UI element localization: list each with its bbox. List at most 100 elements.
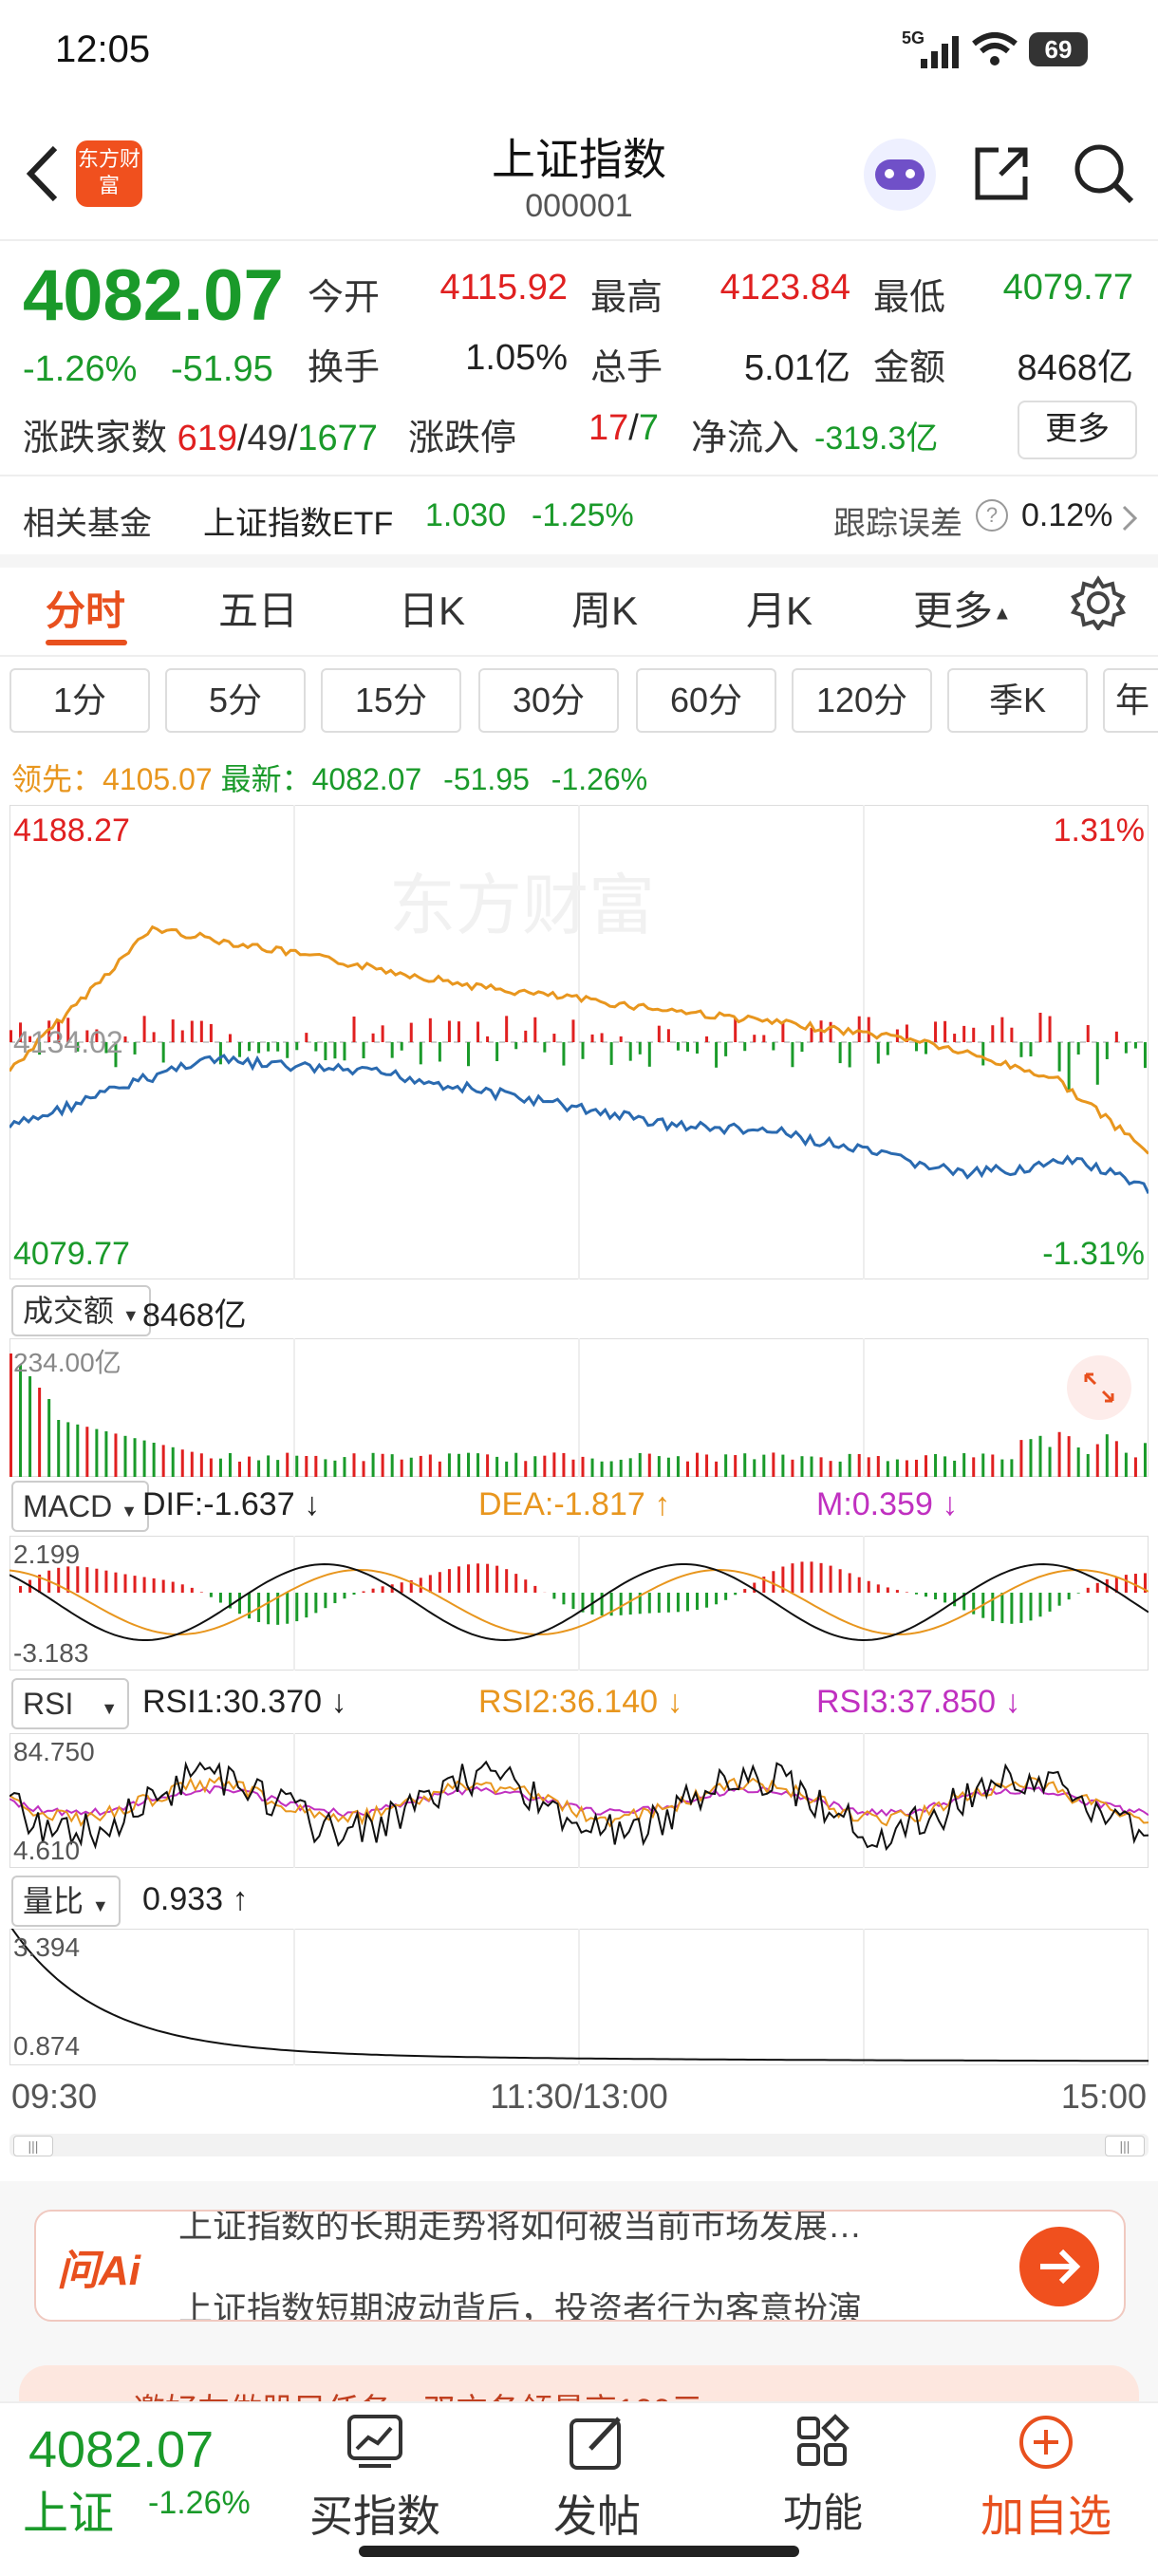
ai-logo: 问Ai — [57, 2236, 140, 2297]
ai-question-2[interactable]: 上证指数短期波动背后，投资者行为客意扮演 — [178, 2282, 862, 2322]
open-label: 今开 — [308, 268, 380, 320]
macd-m: M:0.359 ↓ — [816, 1486, 958, 1523]
limit-up-count: 17 — [588, 408, 628, 448]
settings-gear-icon[interactable] — [1071, 575, 1126, 630]
rsi3-value: RSI3:37.850 — [816, 1684, 996, 1720]
volume-value: 5.01亿 — [700, 338, 850, 390]
buy-index-label: 买指数 — [294, 2482, 456, 2545]
macd-chart — [9, 1536, 1149, 1671]
vr-bottom-label: 0.874 — [13, 2031, 80, 2062]
period-year-k[interactable]: 年 — [1103, 668, 1158, 733]
up-count: 619 — [177, 419, 237, 458]
latest-value: 4082.07 — [312, 762, 422, 796]
volume-indicator-select[interactable]: 成交额 ▼ — [11, 1285, 151, 1336]
ai-question-box[interactable]: 问Ai 上证指数的长期走势将如何被当前市场发展… 上证指数短期波动背后，投资者行… — [34, 2210, 1126, 2322]
lead-label: 领先： — [11, 762, 103, 796]
period-120min[interactable]: 120分 — [792, 668, 932, 733]
chart-icon — [346, 2413, 404, 2472]
rsi1: RSI1:30.370 ↓ — [142, 1684, 346, 1721]
intraday-volume-bars — [9, 1013, 1147, 1092]
max-price-label: 4188.27 — [13, 812, 130, 849]
share-icon[interactable] — [970, 142, 1033, 205]
tabs-divider — [0, 655, 1158, 657]
period-15min[interactable]: 15分 — [321, 668, 461, 733]
ai-go-arrow-icon[interactable] — [1019, 2227, 1099, 2306]
low-value: 4079.77 — [983, 268, 1133, 308]
intraday-change: -51.95 — [443, 762, 530, 796]
add-watchlist-button[interactable]: 加自选 — [961, 2413, 1131, 2545]
rsi-bottom-label: 4.610 — [13, 1836, 80, 1866]
rsi-indicator-select[interactable]: RSI ▼ — [11, 1678, 129, 1729]
limit-down-count: 7 — [639, 408, 659, 448]
volume-ratio-value: 0.933 — [142, 1881, 223, 1917]
post-button[interactable]: 发帖 — [516, 2413, 678, 2545]
current-price: 4082.07 — [23, 254, 284, 337]
intraday-info: 领先：4105.07 最新：4082.07 -51.95 -1.26% — [11, 756, 647, 799]
vr-top-label: 3.394 — [13, 1932, 80, 1963]
quote-divider — [0, 475, 1158, 476]
scroll-handle-left[interactable]: ||| — [13, 2136, 53, 2156]
lead-value: 4105.07 — [103, 762, 213, 796]
chart-scrollbar[interactable]: ||| ||| — [9, 2134, 1149, 2156]
turnover-rate-value: 1.05% — [418, 338, 568, 379]
tracking-value: 0.12% — [1021, 497, 1112, 534]
change-amount: -51.95 — [171, 349, 273, 390]
intraday-change-pct: -1.26% — [551, 762, 647, 796]
period-1min[interactable]: 1分 — [9, 668, 150, 733]
tab-intraday[interactable]: 分时 — [46, 579, 125, 637]
assistant-avatar-icon[interactable] — [864, 139, 936, 211]
more-quote-button[interactable]: 更多 — [1018, 401, 1137, 459]
volume-ratio-select[interactable]: 量比 ▼ — [11, 1876, 121, 1927]
caret-down-icon: ▼ — [122, 1306, 140, 1325]
turnover-rate-label: 换手 — [308, 338, 380, 390]
period-5min[interactable]: 5分 — [165, 668, 306, 733]
battery-level: 69 — [1045, 35, 1073, 64]
fund-name[interactable]: 上证指数ETF — [203, 497, 393, 544]
search-icon[interactable] — [1071, 140, 1137, 207]
macd-top-label: 2.199 — [13, 1540, 80, 1570]
macd-histogram — [19, 1561, 1147, 1624]
macd-indicator-select[interactable]: MACD ▼ — [11, 1481, 149, 1532]
rsi-chart — [9, 1733, 1149, 1868]
fund-change: -1.25% — [532, 497, 634, 534]
tab-more[interactable]: 更多▲ — [913, 579, 1012, 637]
min-price-label: 4079.77 — [13, 1236, 130, 1273]
period-season-k[interactable]: 季K — [947, 668, 1088, 733]
prev-close-label: 4134.02 — [13, 1025, 123, 1060]
bottom-index-name: 上证 — [23, 2475, 114, 2542]
help-icon[interactable]: ? — [976, 499, 1008, 532]
fund-label: 相关基金 — [23, 497, 152, 544]
tab-five-day[interactable]: 五日 — [218, 579, 298, 637]
volume-ratio-label: 量比 — [23, 1884, 84, 1918]
chevron-right-icon[interactable] — [1120, 503, 1139, 533]
intraday-chart[interactable]: 东方财富 — [9, 805, 1149, 1279]
bottom-change: -1.26% — [148, 2485, 251, 2522]
signal-icon — [919, 32, 961, 70]
function-button[interactable]: 功能 — [742, 2413, 904, 2539]
ai-question-1[interactable]: 上证指数的长期走势将如何被当前市场发展… — [178, 2210, 862, 2248]
tab-weekly-k[interactable]: 周K — [571, 579, 638, 637]
buy-index-button[interactable]: 买指数 — [294, 2413, 456, 2545]
net-inflow-value: -319.3亿 — [814, 412, 938, 458]
breadth-sep: / — [237, 419, 248, 458]
fund-price: 1.030 — [425, 497, 506, 534]
tab-monthly-k[interactable]: 月K — [746, 579, 812, 637]
macd-dif-value: DIF:-1.637 — [142, 1486, 295, 1522]
rsi2-value: RSI2:36.140 — [478, 1684, 658, 1720]
high-value: 4123.84 — [700, 268, 850, 308]
rsi1-value: RSI1:30.370 — [142, 1684, 322, 1720]
expand-icon[interactable] — [1067, 1355, 1131, 1420]
period-60min[interactable]: 60分 — [636, 668, 776, 733]
macd-dea-value: DEA:-1.817 — [478, 1486, 645, 1522]
tab-daily-k[interactable]: 日K — [399, 579, 465, 637]
macd-dea: DEA:-1.817 ↑ — [478, 1486, 670, 1523]
caret-down-icon: ▼ — [92, 1896, 109, 1915]
macd-bottom-label: -3.183 — [13, 1638, 88, 1669]
macd-dif: DIF:-1.637 ↓ — [142, 1486, 320, 1523]
grid-icon — [794, 2413, 852, 2472]
scroll-handle-right[interactable]: ||| — [1105, 2136, 1145, 2156]
breadth-sep: / — [288, 419, 298, 458]
tab-active-indicator — [46, 640, 127, 645]
breadth-label: 涨跌家数 — [23, 419, 167, 458]
period-30min[interactable]: 30分 — [478, 668, 619, 733]
